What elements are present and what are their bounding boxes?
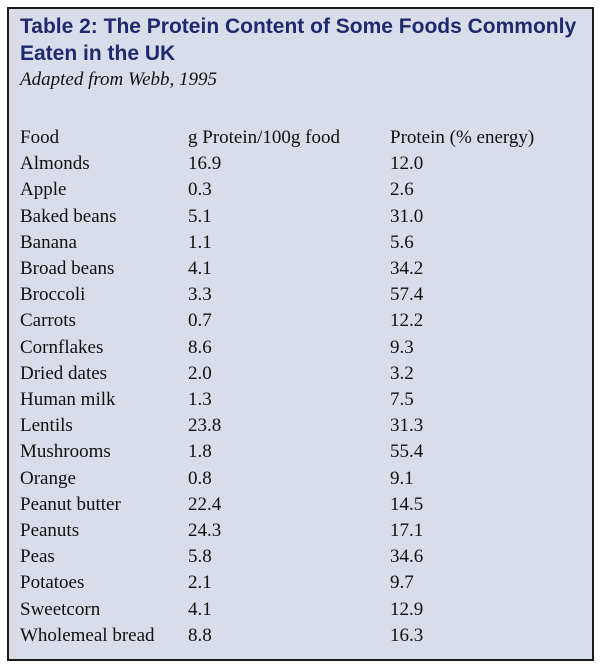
- protein-energy-cell: 14.5: [390, 493, 424, 515]
- column-header-protein-energy: Protein (% energy): [390, 127, 535, 148]
- food-name-cell: Cornflakes: [20, 336, 104, 358]
- protein-per-100g-cell: 23.8: [188, 415, 222, 437]
- food-name-cell: Almonds: [20, 153, 90, 175]
- food-name-cell: Potatoes: [20, 572, 85, 594]
- protein-per-100g-cell: 16.9: [188, 153, 222, 175]
- protein-per-100g-cell: 0.7: [188, 310, 212, 332]
- protein-per-100g-cell: 1.3: [188, 389, 212, 411]
- protein-per-100g-cell: 2.0: [188, 362, 212, 384]
- protein-energy-cell: 34.6: [390, 546, 424, 568]
- table-row: Apple 0.3 2.6: [20, 177, 580, 203]
- protein-energy-cell: 16.3: [390, 624, 424, 646]
- protein-per-100g-cell: 1.1: [188, 231, 212, 253]
- table-row: Mushrooms 1.8 55.4: [20, 439, 580, 465]
- protein-energy-cell: 17.1: [390, 520, 424, 542]
- table-row: Potatoes 2.1 9.7: [20, 570, 580, 596]
- column-header-food: Food: [20, 127, 60, 148]
- protein-per-100g-cell: 8.8: [188, 624, 212, 646]
- table-row: Peanut butter 22.4 14.5: [20, 492, 580, 518]
- protein-per-100g-cell: 4.1: [188, 258, 212, 280]
- food-name-cell: Peanut butter: [20, 493, 121, 515]
- food-name-cell: Dried dates: [20, 362, 108, 384]
- food-name-cell: Peanuts: [20, 520, 80, 542]
- protein-energy-cell: 31.0: [390, 205, 424, 227]
- food-name-cell: Peas: [20, 546, 55, 568]
- protein-energy-cell: 34.2: [390, 258, 424, 280]
- column-header-protein-per-100g: g Protein/100g food: [188, 127, 340, 148]
- protein-energy-cell: 57.4: [390, 284, 424, 306]
- table-header-row: Food g Protein/100g food Protein (% ener…: [20, 125, 580, 151]
- food-name-cell: Banana: [20, 231, 77, 253]
- protein-energy-cell: 3.2: [390, 362, 414, 384]
- table-row: Lentils 23.8 31.3: [20, 413, 580, 439]
- table-row: Peas 5.8 34.6: [20, 544, 580, 570]
- protein-energy-cell: 2.6: [390, 179, 414, 201]
- table-row: Carrots 0.7 12.2: [20, 308, 580, 334]
- table-row: Wholemeal bread 8.8 16.3: [20, 623, 580, 649]
- protein-energy-cell: 55.4: [390, 441, 424, 463]
- protein-energy-cell: 9.7: [390, 572, 414, 594]
- table-row: Sweetcorn 4.1 12.9: [20, 597, 580, 623]
- food-name-cell: Sweetcorn: [20, 598, 101, 620]
- protein-energy-cell: 5.6: [390, 231, 414, 253]
- protein-per-100g-cell: 0.8: [188, 467, 212, 489]
- table-row: Orange 0.8 9.1: [20, 466, 580, 492]
- table-row: Cornflakes 8.6 9.3: [20, 335, 580, 361]
- protein-per-100g-cell: 3.3: [188, 284, 212, 306]
- table-row: Broccoli 3.3 57.4: [20, 282, 580, 308]
- table-row: Broad beans 4.1 34.2: [20, 256, 580, 282]
- protein-energy-cell: 12.0: [390, 153, 424, 175]
- food-name-cell: Broccoli: [20, 284, 86, 306]
- protein-table: Food g Protein/100g food Protein (% ener…: [20, 125, 580, 649]
- table-row: Baked beans 5.1 31.0: [20, 204, 580, 230]
- table-body: Almonds 16.9 12.0 Apple 0.3 2.6 Baked beans 5.1…: [20, 151, 580, 649]
- protein-energy-cell: 31.3: [390, 415, 424, 437]
- protein-energy-cell: 9.3: [390, 336, 414, 358]
- protein-per-100g-cell: 2.1: [188, 572, 212, 594]
- food-name-cell: Apple: [20, 179, 67, 201]
- food-name-cell: Baked beans: [20, 205, 117, 227]
- protein-per-100g-cell: 22.4: [188, 493, 222, 515]
- protein-per-100g-cell: 5.8: [188, 546, 212, 568]
- protein-energy-cell: 12.9: [390, 598, 424, 620]
- protein-energy-cell: 12.2: [390, 310, 424, 332]
- table-row: Human milk 1.3 7.5: [20, 387, 580, 413]
- protein-energy-cell: 9.1: [390, 467, 414, 489]
- table-row: Peanuts 24.3 17.1: [20, 518, 580, 544]
- protein-per-100g-cell: 0.3: [188, 179, 212, 201]
- food-name-cell: Lentils: [20, 415, 73, 437]
- food-name-cell: Carrots: [20, 310, 76, 332]
- food-name-cell: Human milk: [20, 389, 116, 411]
- protein-per-100g-cell: 1.8: [188, 441, 212, 463]
- food-name-cell: Mushrooms: [20, 441, 111, 463]
- table-row: Almonds 16.9 12.0: [20, 151, 580, 177]
- table-panel: Table 2: The Protein Content of Some Foo…: [7, 7, 594, 661]
- table-source: Adapted from Webb, 1995: [20, 69, 218, 90]
- protein-per-100g-cell: 8.6: [188, 336, 212, 358]
- table-row: Dried dates 2.0 3.2: [20, 361, 580, 387]
- protein-energy-cell: 7.5: [390, 389, 414, 411]
- food-name-cell: Orange: [20, 467, 76, 489]
- table-row: Banana 1.1 5.6: [20, 230, 580, 256]
- food-name-cell: Wholemeal bread: [20, 624, 155, 646]
- table-title: Table 2: The Protein Content of Some Foo…: [20, 15, 577, 65]
- protein-per-100g-cell: 24.3: [188, 520, 222, 542]
- food-name-cell: Broad beans: [20, 258, 115, 280]
- protein-per-100g-cell: 4.1: [188, 598, 212, 620]
- protein-per-100g-cell: 5.1: [188, 205, 212, 227]
